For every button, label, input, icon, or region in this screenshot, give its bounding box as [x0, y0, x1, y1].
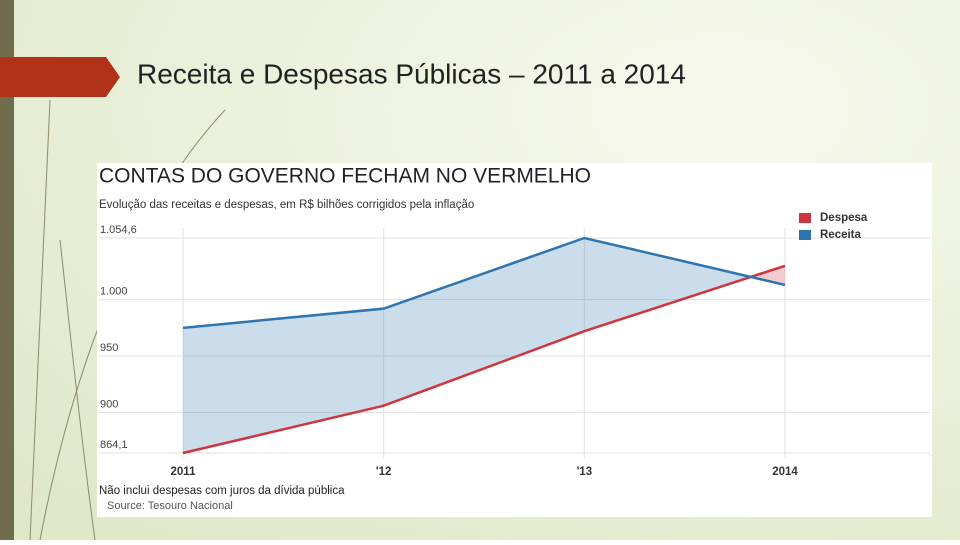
chart-title: CONTAS DO GOVERNO FECHAM NO VERMELHO — [99, 165, 591, 188]
x-tick-label: '12 — [376, 466, 392, 478]
slide-title: Receita e Despesas Públicas – 2011 a 201… — [137, 58, 686, 89]
gap-area — [750, 265, 785, 285]
series-line — [182, 264, 786, 455]
plot: 864,1 900 950 1.000 1.054,6 2011 '12 '13 2014 Des… — [99, 212, 930, 478]
y-tick-label: 1.054,6 — [100, 224, 137, 236]
gap-area — [584, 238, 751, 332]
legend-swatch — [799, 230, 811, 240]
x-tick-label: 2011 — [171, 466, 197, 478]
legend-swatch — [799, 213, 811, 223]
x-tick-label: '13 — [577, 466, 593, 478]
chart-subtitle: Evolução das receitas e despesas, em R$ … — [99, 199, 474, 211]
side-bar — [0, 0, 14, 540]
legend-label: Despesa — [820, 212, 868, 224]
y-tick-label: 900 — [100, 398, 118, 410]
series-line — [182, 236, 786, 330]
x-tick-label: 2014 — [772, 466, 798, 478]
legend-label: Receita — [820, 229, 862, 241]
y-tick-label: 950 — [100, 342, 118, 354]
y-tick-label: 864,1 — [100, 439, 128, 451]
gap-area — [383, 238, 585, 406]
y-tick-label: 1.000 — [100, 286, 128, 298]
chart-panel — [97, 163, 932, 517]
title-tab — [0, 57, 120, 97]
chart-source: Source: Tesouro Nacional — [107, 500, 233, 512]
chart-note: Não inclui despesas com juros da dívida … — [99, 485, 345, 497]
